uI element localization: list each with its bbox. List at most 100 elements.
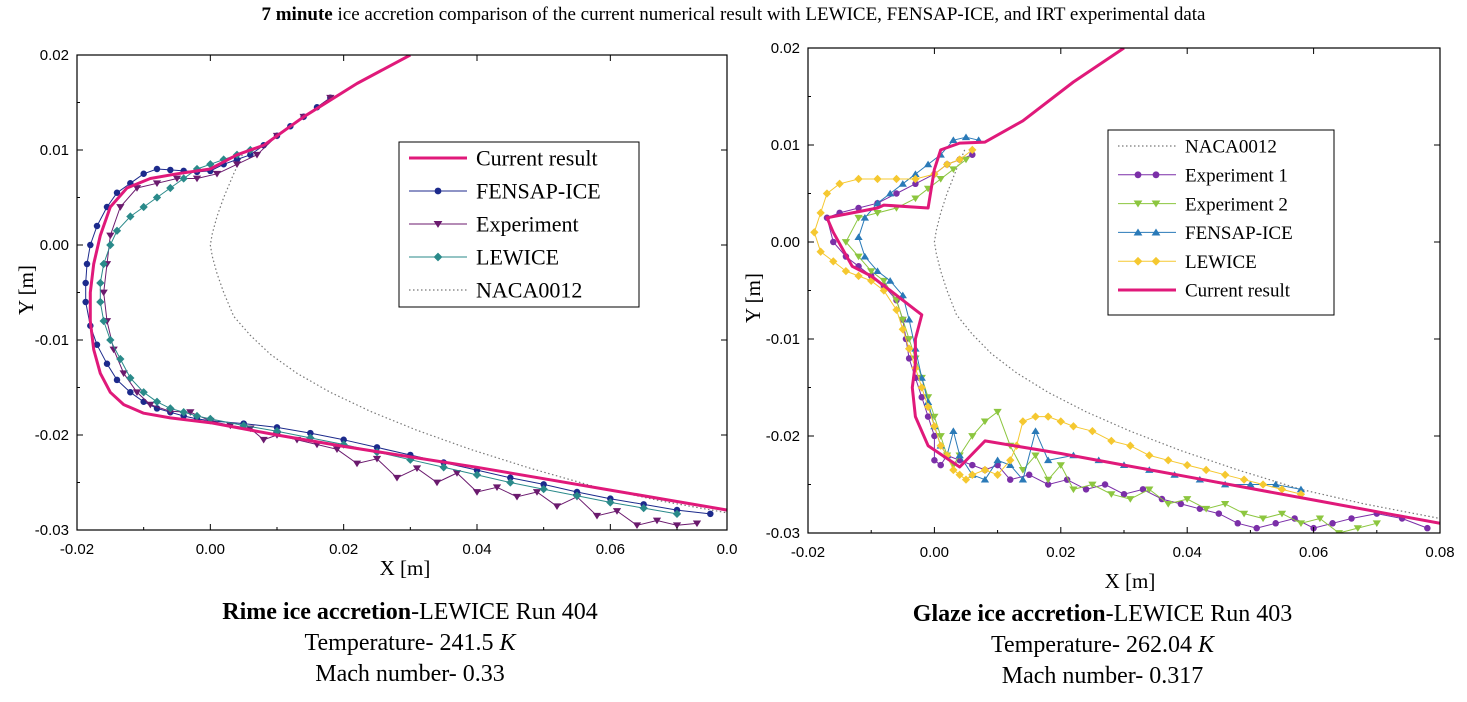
left-legend-label: Experiment (476, 212, 579, 237)
left-series-current-result (88, 55, 727, 512)
right-series-experiment-1-point (1177, 500, 1185, 508)
right-series-experiment-2-point (968, 433, 977, 440)
right-caption-bold: Glaze ice accretion (912, 601, 1106, 627)
right-x-tick-label: 0.06 (1299, 544, 1328, 561)
left-series-fensap-ice-point (507, 474, 514, 481)
right-series-fensap-ice-point (904, 315, 914, 323)
left-series-naca0012 (209, 154, 727, 514)
right-series-lewice-point (854, 271, 863, 281)
right-series-lewice-point (873, 174, 882, 184)
right-series-fensap-ice-point (980, 475, 990, 483)
left-y-tick-label: -0.02 (35, 427, 69, 444)
left-legend-item-fensap-ice: FENSAP-ICE (409, 179, 601, 204)
left-series-fensap-ice-point (82, 298, 89, 306)
right-series-experiment-1-point (1215, 510, 1223, 517)
right-series-lewice-point (930, 422, 939, 431)
right-series-experiment-1-point (1234, 520, 1241, 527)
left-series-fensap-ice-point (707, 510, 714, 518)
right-series-experiment-1-point (1101, 481, 1109, 488)
right-series-experiment-1-point (924, 413, 932, 420)
right-series-experiment-1-point (1253, 524, 1260, 532)
right-series-lewice-point (898, 325, 907, 334)
left-series-lewice-point (192, 411, 202, 421)
right-series-lewice-point (810, 228, 819, 237)
right-series-fensap-ice-point (949, 136, 958, 144)
left-series-experiment-point (552, 503, 562, 510)
left-x-tick-label: 0.06 (596, 541, 625, 558)
right-series-experiment-2-point (854, 214, 863, 222)
left-x-tick-label: -0.02 (60, 541, 94, 558)
left-series-lewice-point (112, 226, 122, 235)
left-series-experiment-point (106, 232, 115, 240)
left-series-experiment-point (332, 446, 342, 453)
left-legend-item-lewice: LEWICE (409, 245, 559, 270)
right-series-lewice-point (854, 174, 863, 184)
left-series-experiment-point (472, 489, 482, 496)
left-series-experiment-point (532, 489, 542, 496)
left-series-lewice-point (96, 297, 105, 307)
left-series-experiment-point (372, 455, 382, 463)
left-caption-unit: K (499, 630, 516, 656)
right-y-axis-label: Y [m] (741, 273, 765, 323)
right-series-experiment-1-point (1424, 524, 1431, 532)
left-caption-line2: Temperature- 241.5 K (120, 628, 700, 659)
right-series-lewice-point (955, 155, 964, 164)
left-series-fensap-ice-point (93, 341, 101, 348)
left-series-experiment-point (186, 409, 195, 416)
right-series-lewice-point (841, 266, 851, 276)
right-series-experiment-1-point (1139, 486, 1147, 493)
right-series-experiment-1-point (918, 393, 925, 401)
right-legend-label: FENSAP-ICE (1185, 223, 1293, 244)
right-plot-area (810, 48, 1440, 533)
right-series-experiment-2-point (1164, 501, 1173, 508)
title-bold: 7 minute (261, 4, 333, 25)
left-series-lewice-point (166, 404, 175, 413)
right-series-experiment-2-line (845, 159, 1377, 533)
right-series-experiment-2-point (1277, 510, 1287, 518)
left-series-fensap-ice-point (307, 429, 314, 437)
right-legend-item-naca0012: NACA0012 (1118, 137, 1277, 158)
left-series-fensap-ice-point (113, 189, 121, 196)
left-series-experiment-point (672, 522, 682, 529)
left-caption-temp: Temperature- 241.5 (304, 630, 500, 656)
right-series-experiment-2-point (1296, 520, 1306, 528)
right-series-experiment-2-point (1056, 462, 1065, 469)
right-series-experiment-2-point (873, 210, 882, 217)
right-series-lewice-point (1088, 427, 1097, 436)
right-series-experiment-2-point (1126, 496, 1135, 503)
right-series-fensap-ice-point (886, 189, 895, 197)
right-series-fensap-ice-point (993, 456, 1002, 464)
left-series-lewice-point (672, 509, 682, 518)
right-caption-line2: Temperature- 262.04 K (810, 630, 1395, 661)
right-legend-marker (1151, 228, 1161, 236)
left-chart: -0.02 0.00 0.02 0.04 0.06 0.0 0.02 0.01 0.00 -0.0… (14, 47, 737, 580)
right-series-experiment-2-point (1334, 530, 1344, 533)
left-legend-item-current-result: Current result (409, 146, 598, 171)
left-series-lewice-point (179, 174, 188, 183)
right-series-lewice-point (816, 247, 825, 256)
right-series-lewice-point (1031, 412, 1040, 421)
right-series-fensap-ice-point (886, 277, 895, 284)
left-series-fensap-ice-point (113, 376, 121, 384)
left-series-experiment-point (99, 289, 108, 297)
left-legend-marker (433, 220, 443, 228)
right-series-lewice-point (1239, 475, 1249, 484)
right-series-experiment-1-point (1025, 471, 1033, 479)
right-series-experiment-1-point (1291, 515, 1298, 522)
left-series-lewice-point (472, 470, 482, 480)
left-legend: Current result FENSAP-ICE Experiment LEWICE… (398, 141, 640, 308)
left-series-experiment-point (116, 204, 125, 211)
right-series-fensap-ice-point (1296, 485, 1306, 493)
right-legend-label: Current result (1185, 281, 1291, 302)
right-series-experiment-2-point (936, 433, 945, 440)
right-series-fensap-ice-point (955, 451, 964, 459)
left-series-lewice-point (139, 202, 148, 212)
right-legend: NACA0012 Experiment 1 Experiment 2 FENSAP-I… (1107, 129, 1335, 316)
right-series-current-result-line (825, 48, 1440, 525)
right-series-experiment-1-point (1348, 515, 1355, 522)
left-y-tick-label: 0.01 (40, 142, 69, 159)
left-caption-bold: Rime ice accretion (222, 599, 412, 625)
right-series-lewice-point (911, 174, 920, 184)
right-series-lewice (810, 145, 1306, 499)
left-series-lewice-point (539, 485, 548, 494)
